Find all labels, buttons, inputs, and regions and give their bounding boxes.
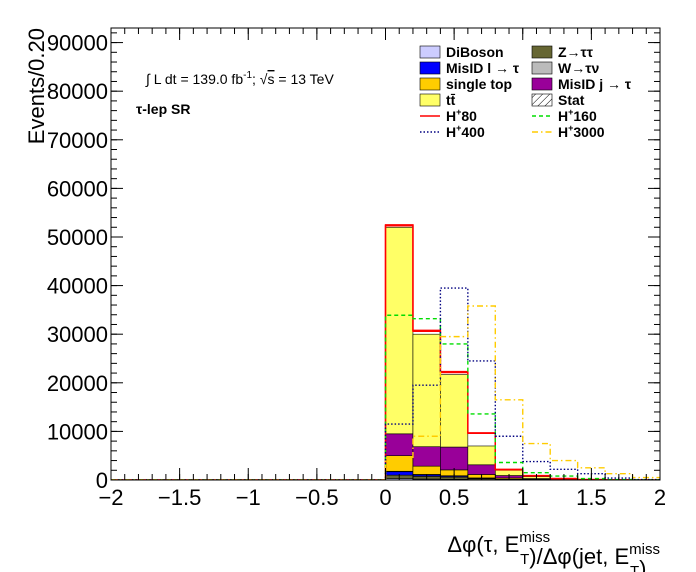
y-tick-label: 60000 xyxy=(47,176,108,201)
bar-tt--13 xyxy=(467,445,496,466)
legend-label: Z→ττ xyxy=(558,44,594,60)
energy-text: = 13 TeV xyxy=(275,71,335,87)
x-tick-label: 0.5 xyxy=(439,485,470,510)
bar-single-top-11 xyxy=(412,465,441,475)
annotation: ∫ L dt = 139.0 fb-1; √s = 13 TeV τ-lep S… xyxy=(136,70,334,117)
legend: DiBoson Z→ττ MisID l → τ W→τν single top MisI… xyxy=(419,44,632,140)
axes: −2 −1.5 −1 −0.5 0 0.5 1 1.5 2 0 10000 20000 30000 400… xyxy=(47,28,666,510)
lumi-sup: -1 xyxy=(243,70,252,81)
bar-tt--10 xyxy=(385,226,414,435)
sqrt-s: s xyxy=(268,71,275,87)
y-tick-label: 90000 xyxy=(47,31,108,56)
x-tick-label: 1 xyxy=(517,485,529,510)
legend-swatch xyxy=(419,61,441,75)
bar-misid-j--11 xyxy=(412,446,441,467)
bar-tt--11 xyxy=(412,333,441,448)
bar-misid-j--10 xyxy=(385,433,414,456)
legend-swatch xyxy=(531,77,553,91)
signal-line-h400 xyxy=(111,287,660,480)
x-tick-label: 2 xyxy=(654,485,666,510)
legend-swatch xyxy=(531,45,553,59)
x-axis-title: Δφ(τ, Emiss T)/Δφ(jet, Emiss T) xyxy=(447,529,660,572)
x-tick-label: −1 xyxy=(236,485,261,510)
legend-label: tt̄ xyxy=(446,92,456,108)
bar-tt--12 xyxy=(440,374,469,448)
y-tick-label: 40000 xyxy=(47,274,108,299)
legend-label: W→τν xyxy=(558,60,599,76)
region-label: τ-lep SR xyxy=(136,101,190,117)
y-tick-label: 80000 xyxy=(47,79,108,104)
legend-swatch xyxy=(419,45,441,59)
y-tick-label: 0 xyxy=(96,468,108,493)
x-axis-label: Δφ(τ, Emiss T)/Δφ(jet, Emiss T) xyxy=(447,529,660,572)
signal-line-h3000 xyxy=(111,305,660,480)
x-tick-label: 1.5 xyxy=(576,485,607,510)
bar-misid-j--13 xyxy=(467,464,496,475)
x-tick-label: −2 xyxy=(98,485,123,510)
legend-label: DiBoson xyxy=(446,44,504,60)
legend-label: H+400 xyxy=(446,123,485,140)
y-tick-label: 70000 xyxy=(47,128,108,153)
lumi-text: ∫ L dt = 139.0 fb-1; √s = 13 TeV xyxy=(145,70,334,87)
legend-label: H+3000 xyxy=(558,123,605,140)
legend-swatch-stat xyxy=(531,93,553,107)
x-tick-label: −1.5 xyxy=(158,485,201,510)
legend-label: H+160 xyxy=(558,107,597,124)
bar-misid-j--12 xyxy=(440,446,469,471)
y-tick-label: 10000 xyxy=(47,419,108,444)
lumi-sep: ; √ xyxy=(252,71,268,87)
y-tick-label: 30000 xyxy=(47,322,108,347)
legend-label: single top xyxy=(446,76,512,92)
legend-swatch xyxy=(531,61,553,75)
legend-label: H+80 xyxy=(446,107,477,124)
legend-label: Stat xyxy=(558,92,585,108)
x-tick-label: −0.5 xyxy=(295,485,338,510)
y-axis-title: Events/0.20 xyxy=(24,28,49,144)
legend-label: MisID l → τ xyxy=(446,60,520,76)
y-tick-label: 50000 xyxy=(47,225,108,250)
y-axis-label: Events/0.20 xyxy=(24,28,49,144)
legend-label: MisID j → τ xyxy=(558,76,632,92)
legend-swatch xyxy=(419,77,441,91)
x-tick-label: 0 xyxy=(379,485,391,510)
lumi-prefix: ∫ L dt = 139.0 fb xyxy=(145,71,243,87)
y-tick-label: 20000 xyxy=(47,371,108,396)
legend-swatch xyxy=(419,93,441,107)
